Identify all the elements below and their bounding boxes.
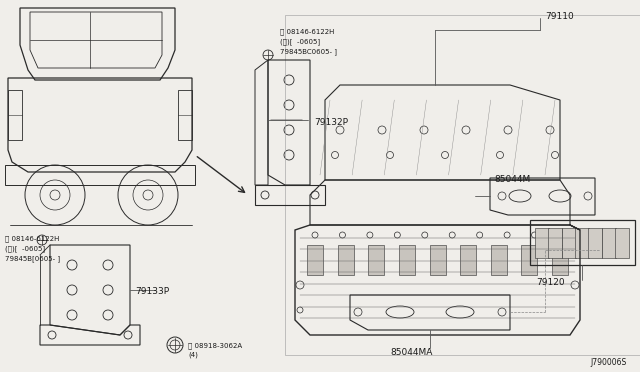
- Bar: [285, 15, 640, 355]
- Bar: [562, 228, 575, 258]
- Bar: [399, 245, 415, 275]
- Text: 85044MA: 85044MA: [390, 348, 433, 357]
- Text: Ⓝ 08918-3062A: Ⓝ 08918-3062A: [188, 342, 242, 349]
- Bar: [429, 245, 445, 275]
- Bar: [368, 245, 384, 275]
- Text: (Ⓑ)[  -0605]: (Ⓑ)[ -0605]: [280, 38, 320, 45]
- Bar: [338, 245, 354, 275]
- Text: 85044M: 85044M: [494, 175, 531, 184]
- Text: 79845BC0605- ]: 79845BC0605- ]: [280, 48, 337, 55]
- Bar: [615, 228, 629, 258]
- Text: 79133P: 79133P: [135, 287, 169, 296]
- Bar: [602, 228, 616, 258]
- Text: (4): (4): [188, 352, 198, 359]
- Text: 79132P: 79132P: [314, 118, 348, 127]
- Text: 79110: 79110: [545, 12, 573, 21]
- Bar: [535, 228, 549, 258]
- Bar: [575, 228, 589, 258]
- Bar: [552, 245, 568, 275]
- Text: Ⓑ 08146-6122H: Ⓑ 08146-6122H: [5, 235, 60, 241]
- Bar: [588, 228, 602, 258]
- Text: 79845B[0605- ]: 79845B[0605- ]: [5, 255, 60, 262]
- Text: J790006S: J790006S: [590, 358, 627, 367]
- Bar: [491, 245, 507, 275]
- Text: (Ⓑ)[  -0605]: (Ⓑ)[ -0605]: [5, 245, 45, 252]
- Bar: [548, 228, 563, 258]
- Bar: [522, 245, 538, 275]
- Text: 79120: 79120: [536, 278, 564, 287]
- Bar: [460, 245, 476, 275]
- Bar: [307, 245, 323, 275]
- Text: Ⓑ 08146-6122H: Ⓑ 08146-6122H: [280, 28, 334, 35]
